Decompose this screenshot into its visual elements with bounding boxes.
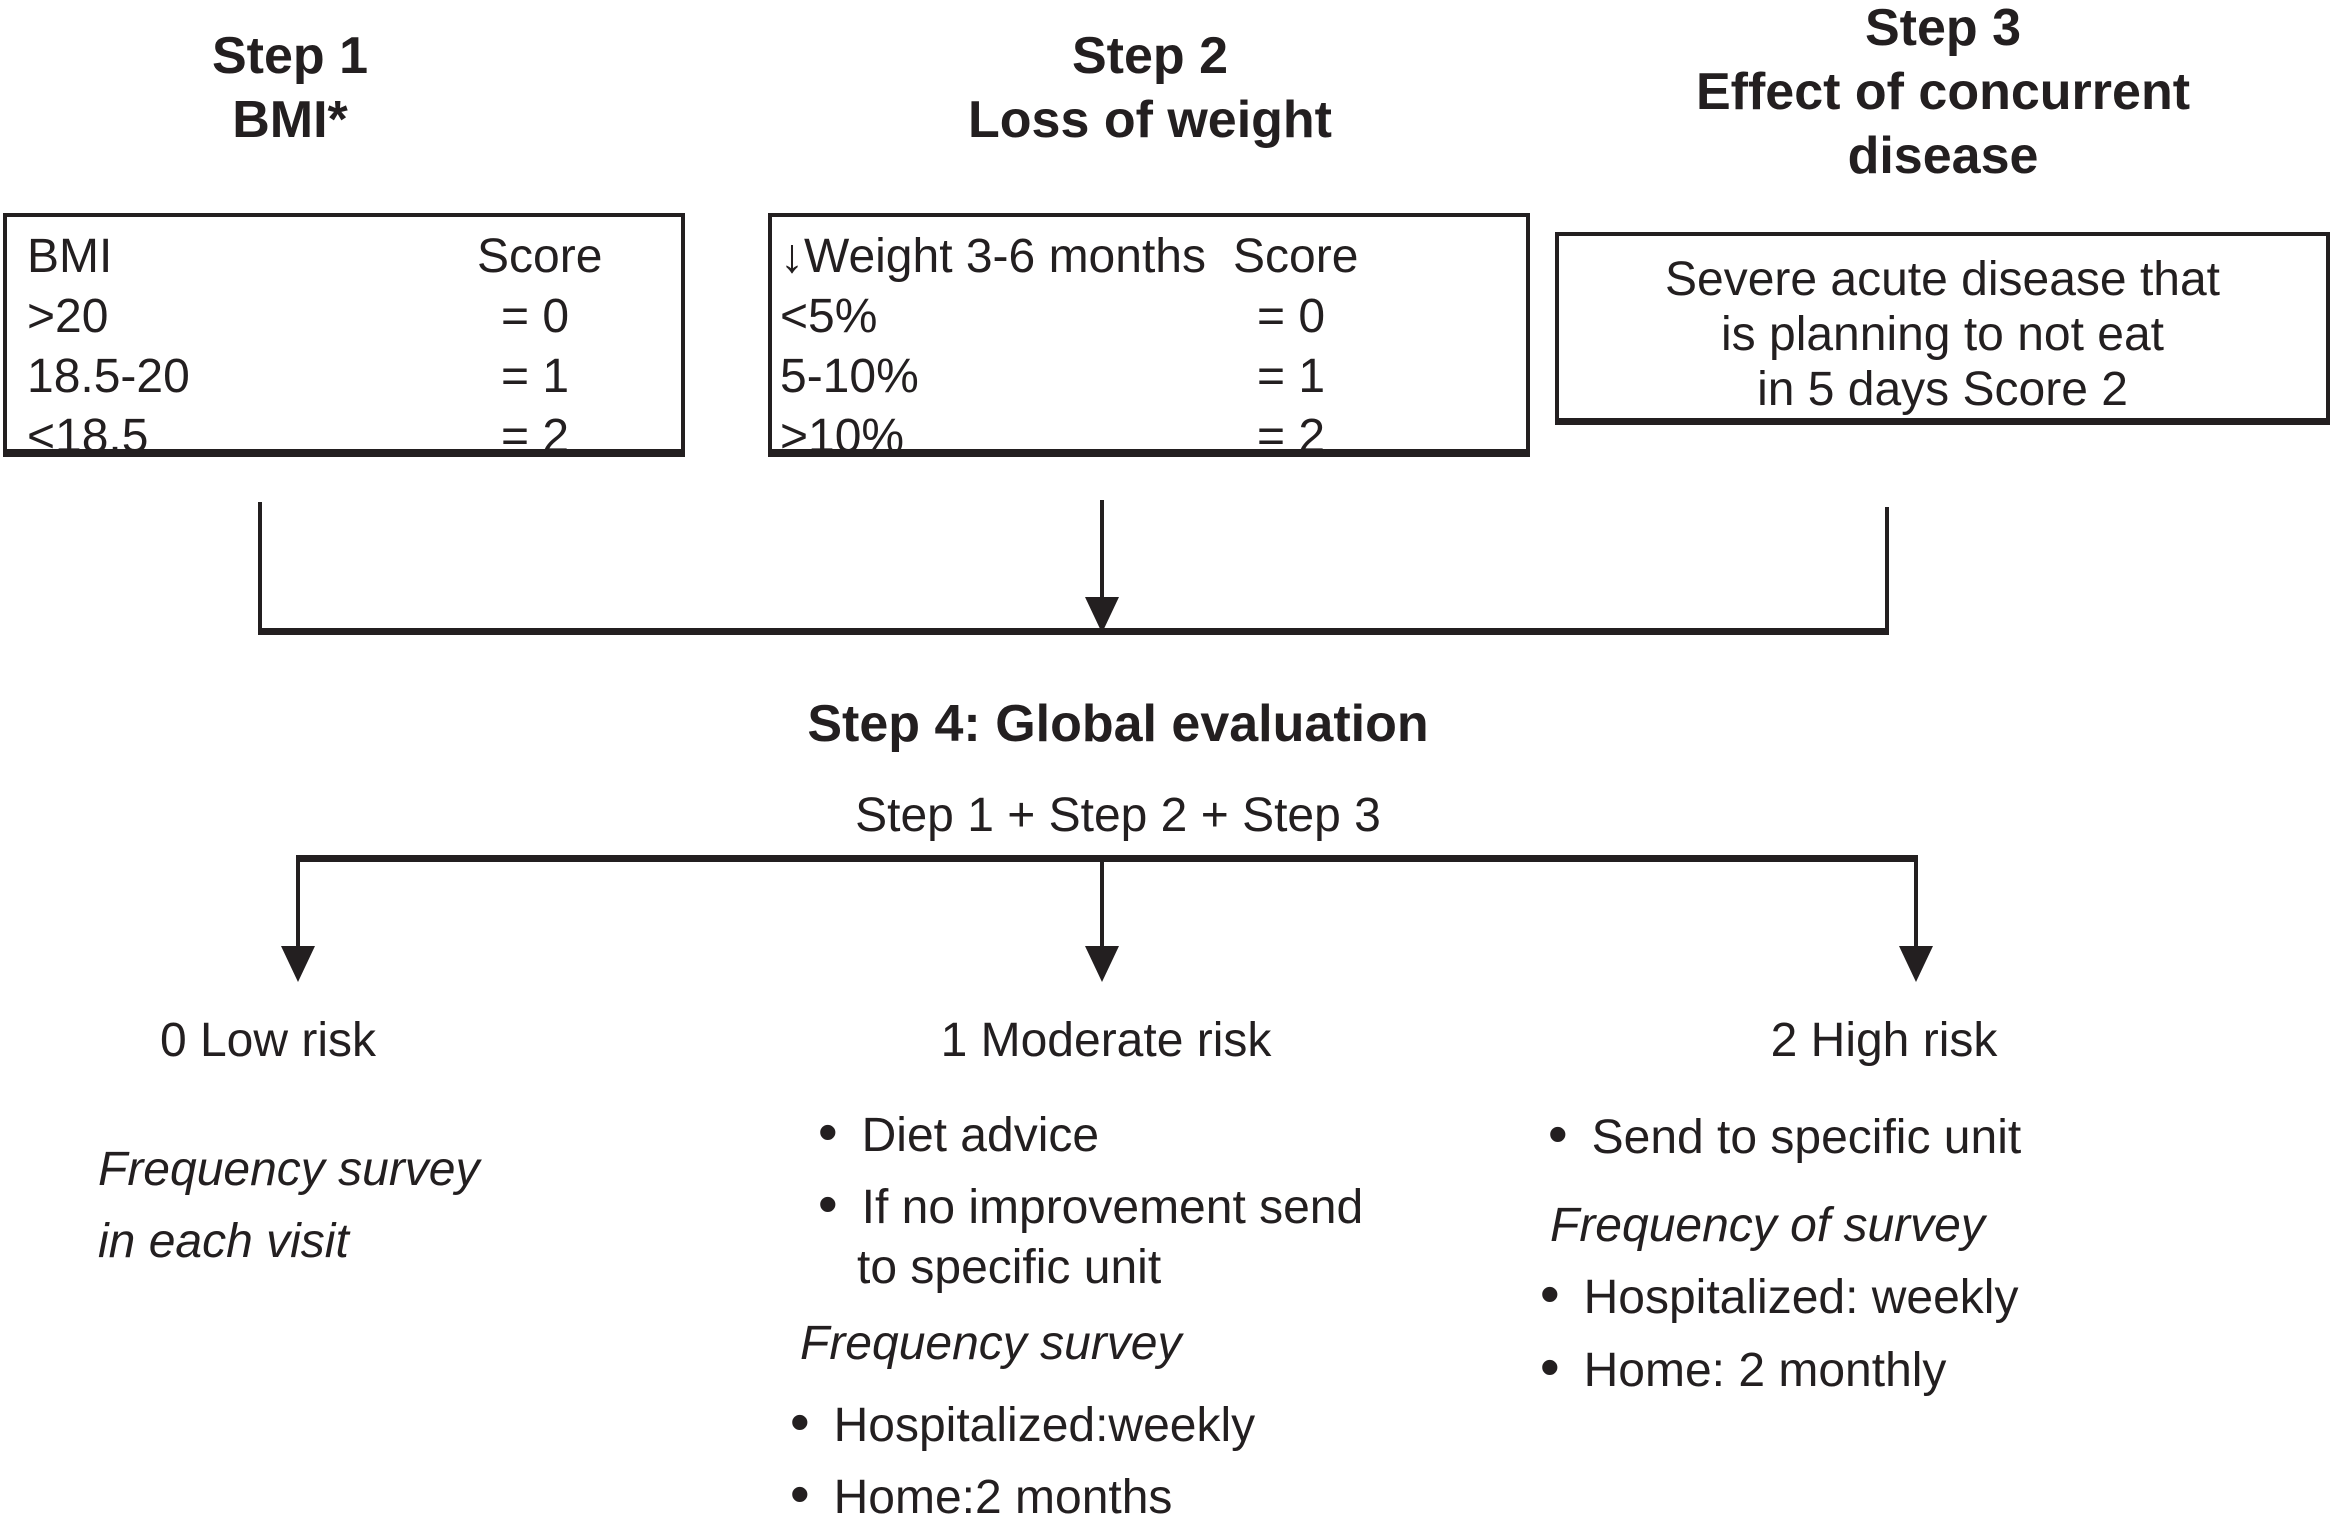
connector2-horizontal-bar: [296, 855, 1918, 862]
bullet-icon: •: [1540, 1262, 1560, 1325]
bullet-icon: •: [790, 1390, 810, 1453]
step1-score-header: Score: [477, 230, 603, 283]
step3-heading: Step 3 Effect of concurrent disease: [1643, 0, 2243, 188]
step3-box-line1: Severe acute disease that: [1664, 253, 2221, 306]
bullet-text: Diet advice: [861, 1109, 1100, 1162]
step1-row-score: = 2: [501, 410, 570, 463]
arrowhead-down-icon: [1085, 946, 1119, 982]
step1-row-label: 18.5-20: [27, 350, 190, 403]
high-bullet-send-unit: • Send to specific unit: [1548, 1102, 2022, 1165]
step2-column-header: ↓Weight 3-6 months: [780, 230, 1206, 283]
step1-row-score: = 1: [501, 350, 570, 403]
step2-row-score: = 2: [1257, 410, 1326, 463]
moderate-bullet-no-improvement: • If no improvement send: [818, 1172, 1364, 1235]
moderate-bullet-hospitalized: • Hospitalized:weekly: [790, 1390, 1256, 1453]
step1-title-line2: BMI*: [232, 91, 348, 149]
connector1-middle-stub: [1100, 500, 1104, 600]
step2-title-line2: Loss of weight: [968, 91, 1332, 149]
arrowhead-down-icon: [1085, 597, 1119, 633]
step1-criteria-column: BMI >20 18.5-20 <18.5: [27, 227, 190, 467]
connector2-left-arrow-line: [296, 860, 300, 948]
high-bullet-hospitalized: • Hospitalized: weekly: [1540, 1262, 2019, 1325]
step2-row-score: = 0: [1257, 290, 1326, 343]
step3-title-line2: Effect of concurrent: [1695, 63, 2191, 121]
step2-criteria-column: ↓Weight 3-6 months <5% 5-10% >10%: [780, 227, 1206, 467]
bullet-text: Home: 2 monthly: [1583, 1344, 1947, 1397]
connector1-horizontal-bar: [258, 628, 1889, 635]
connector1-right-stub: [1885, 507, 1889, 632]
step3-box-line2: is planning to not eat: [1721, 308, 2164, 361]
step1-row-label: <18.5: [27, 410, 149, 463]
moderate-risk-label: 1 Moderate risk: [940, 1014, 1272, 1067]
step1-title-line1: Step 1: [211, 27, 369, 85]
bullet-text: Send to specific unit: [1591, 1111, 2022, 1164]
low-risk-note-line1: Frequency survey: [98, 1143, 480, 1196]
step3-title-line3: disease: [1847, 127, 2039, 185]
step3-disease-box: Severe acute disease that is planning to…: [1555, 232, 2330, 425]
step1-score-box: BMI >20 18.5-20 <18.5 Score = 0 = 1 = 2: [3, 213, 685, 463]
step1-heading: Step 1 BMI*: [0, 24, 580, 152]
bullet-icon: •: [790, 1462, 810, 1519]
step1-column-header: BMI: [27, 230, 113, 283]
step2-row-label: 5-10%: [780, 350, 919, 403]
step4-subtitle: Step 1 + Step 2 + Step 3: [855, 789, 1381, 842]
moderate-bullet-continuation: to specific unit: [857, 1241, 1162, 1294]
high-risk-label: 2 High risk: [1770, 1014, 1998, 1067]
arrowhead-down-icon: [281, 946, 315, 982]
high-bullet-home: • Home: 2 monthly: [1540, 1335, 1947, 1398]
moderate-frequency-title: Frequency survey: [800, 1317, 1182, 1370]
bullet-icon: •: [1540, 1335, 1560, 1398]
bullet-icon: •: [818, 1172, 838, 1235]
step1-row-score: = 0: [501, 290, 570, 343]
step2-score-column: Score = 0 = 1 = 2: [1233, 227, 1358, 467]
bullet-text: Hospitalized: weekly: [1583, 1271, 2019, 1324]
step4-title: Step 4: Global evaluation: [807, 695, 1429, 753]
low-risk-note-line2: in each visit: [98, 1215, 349, 1268]
step2-row-score: = 1: [1257, 350, 1326, 403]
bullet-icon: •: [818, 1100, 838, 1163]
step2-heading: Step 2 Loss of weight: [850, 24, 1450, 152]
step3-box-line3: in 5 days Score 2: [1757, 363, 2128, 416]
bullet-icon: •: [1548, 1102, 1568, 1165]
step2-row-label: <5%: [780, 290, 878, 343]
arrowhead-down-icon: [1899, 946, 1933, 982]
low-risk-frequency-note: Frequency survey in each visit: [98, 1134, 480, 1278]
step2-score-header: Score: [1233, 230, 1359, 283]
connector2-right-arrow-line: [1914, 860, 1918, 948]
bullet-text: If no improvement send: [861, 1181, 1364, 1234]
step2-title-line1: Step 2: [1071, 27, 1229, 85]
step1-score-column: Score = 0 = 1 = 2: [477, 227, 602, 467]
bullet-text: Hospitalized:weekly: [833, 1399, 1256, 1452]
step2-row-label: >10%: [780, 410, 905, 463]
step1-row-label: >20: [27, 290, 109, 343]
moderate-bullet-home: • Home:2 months: [790, 1462, 1173, 1519]
moderate-bullet-diet-advice: • Diet advice: [818, 1100, 1100, 1163]
high-frequency-title: Frequency of survey: [1550, 1199, 1985, 1252]
step2-score-box: ↓Weight 3-6 months <5% 5-10% >10% Score …: [768, 213, 1530, 463]
connector2-middle-arrow-line: [1100, 860, 1104, 948]
low-risk-label: 0 Low risk: [159, 1014, 377, 1067]
connector1-left-stub: [258, 502, 262, 632]
step3-title-line1: Step 3: [1864, 0, 2022, 57]
bullet-text: Home:2 months: [833, 1471, 1173, 1519]
